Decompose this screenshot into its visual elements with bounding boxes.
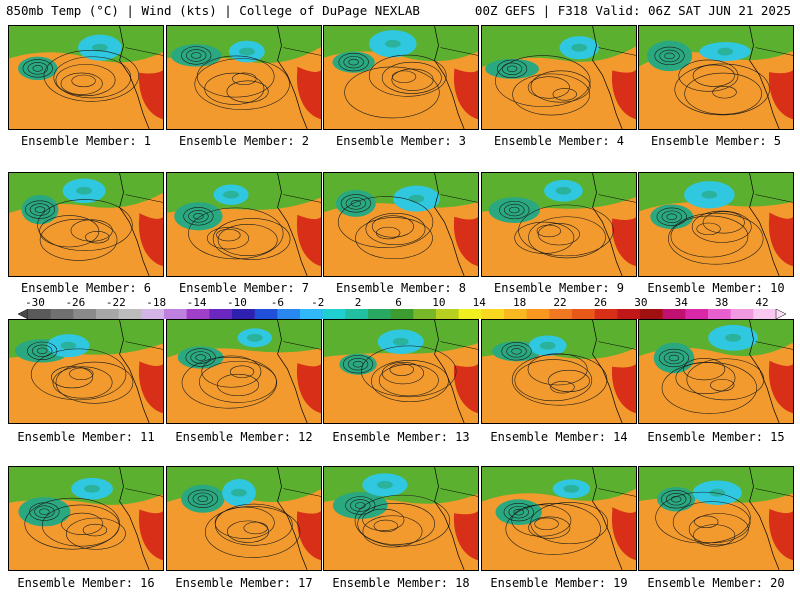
colorbar-bin xyxy=(186,309,210,319)
model-run-info: 00Z GEFS | F318 Valid: 06Z SAT JUN 21 20… xyxy=(474,3,791,18)
colorbar-bin xyxy=(209,309,233,319)
ensemble-member-map xyxy=(638,319,794,424)
ensemble-member-label: Ensemble Member: 10 xyxy=(647,281,785,295)
colorbar-bin xyxy=(572,309,596,319)
ensemble-member-map xyxy=(8,25,164,130)
colorbar-tick-label: -6 xyxy=(270,296,284,309)
ensemble-member-map xyxy=(323,466,479,571)
colorbar-bin xyxy=(322,309,346,319)
colorbar-bin xyxy=(28,309,52,319)
colorbar-bin xyxy=(617,309,641,319)
colorbar-tick-label: 34 xyxy=(674,296,688,309)
colorbar-bin xyxy=(368,309,392,319)
ensemble-member-label: Ensemble Member: 15 xyxy=(647,430,785,444)
colorbar-tick-label: -10 xyxy=(227,296,247,309)
ensemble-member-label: Ensemble Member: 19 xyxy=(490,576,628,590)
ensemble-member-map xyxy=(481,319,637,424)
ensemble-member-map xyxy=(8,466,164,571)
colorbar-bin xyxy=(50,309,74,319)
ensemble-member-label: Ensemble Member: 9 xyxy=(493,281,625,295)
ensemble-member-map xyxy=(323,319,479,424)
colorbar-bin xyxy=(141,309,165,319)
colorbar-bin xyxy=(96,309,120,319)
colorbar-bin xyxy=(300,309,324,319)
colorbar-min-arrow xyxy=(18,309,29,319)
colorbar-bin xyxy=(594,309,618,319)
colorbar-bin xyxy=(277,309,301,319)
ensemble-member-label: Ensemble Member: 14 xyxy=(490,430,628,444)
ensemble-member-map xyxy=(166,319,322,424)
ensemble-member-map xyxy=(8,319,164,424)
colorbar-tick-label: -30 xyxy=(25,296,45,309)
colorbar-tick-label: 38 xyxy=(714,296,729,309)
ensemble-member-label: Ensemble Member: 12 xyxy=(175,430,313,444)
colorbar-bin xyxy=(662,309,686,319)
ensemble-member-label: Ensemble Member: 2 xyxy=(178,134,310,148)
ensemble-member-label: Ensemble Member: 5 xyxy=(650,134,782,148)
ensemble-member-map xyxy=(323,25,479,130)
colorbar-bin xyxy=(504,309,528,319)
colorbar-tick-label: 42 xyxy=(755,296,769,309)
ensemble-member-label: Ensemble Member: 13 xyxy=(332,430,470,444)
colorbar-tick-label: 22 xyxy=(553,296,567,309)
colorbar-bin xyxy=(549,309,573,319)
ensemble-member-label: Ensemble Member: 1 xyxy=(20,134,152,148)
colorbar-bin xyxy=(640,309,664,319)
ensemble-member-label: Ensemble Member: 18 xyxy=(332,576,470,590)
ensemble-member-map xyxy=(8,172,164,277)
colorbar-tick-label: -2 xyxy=(311,296,325,309)
ensemble-member-label: Ensemble Member: 7 xyxy=(178,281,310,295)
colorbar-bin xyxy=(730,309,754,319)
colorbar-bin xyxy=(526,309,550,319)
colorbar-bin xyxy=(345,309,369,319)
colorbar-bin xyxy=(436,309,460,319)
colorbar-bin xyxy=(164,309,188,319)
colorbar-tick-label: 26 xyxy=(593,296,608,309)
colorbar-tick-label: -22 xyxy=(105,296,126,309)
colorbar-tick-label: 2 xyxy=(354,296,362,309)
colorbar-bin xyxy=(413,309,437,319)
colorbar-bin xyxy=(232,309,256,319)
colorbar-bin xyxy=(685,309,709,319)
ensemble-member-label: Ensemble Member: 6 xyxy=(20,281,152,295)
colorbar-bin xyxy=(753,309,777,319)
ensemble-member-map xyxy=(166,466,322,571)
colorbar-tick-label: -26 xyxy=(65,296,86,309)
ensemble-member-map xyxy=(481,466,637,571)
ensemble-member-map xyxy=(166,172,322,277)
colorbar-tick-label: 30 xyxy=(634,296,648,309)
ensemble-member-label: Ensemble Member: 8 xyxy=(335,281,467,295)
colorbar-tick-label: -18 xyxy=(146,296,167,309)
ensemble-member-label: Ensemble Member: 4 xyxy=(493,134,625,148)
map-title: 850mb Temp (°C) | Wind (kts) | College o… xyxy=(6,3,420,18)
colorbar-tick-label: 6 xyxy=(395,296,402,309)
ensemble-member-map xyxy=(323,172,479,277)
colorbar-bin xyxy=(254,309,278,319)
ensemble-member-label: Ensemble Member: 17 xyxy=(175,576,313,590)
colorbar-tick-label: 18 xyxy=(513,296,527,309)
ensemble-member-map xyxy=(638,25,794,130)
ensemble-member-map xyxy=(638,172,794,277)
colorbar-tick-label: 10 xyxy=(432,296,446,309)
ensemble-member-map xyxy=(638,466,794,571)
temperature-colorbar xyxy=(18,309,786,319)
ensemble-member-label: Ensemble Member: 16 xyxy=(17,576,155,590)
colorbar-bin xyxy=(118,309,142,319)
colorbar-bin xyxy=(458,309,482,319)
ensemble-member-label: Ensemble Member: 3 xyxy=(335,134,467,148)
ensemble-member-map xyxy=(481,172,637,277)
colorbar-tick-label: -14 xyxy=(186,296,207,309)
ensemble-member-label: Ensemble Member: 20 xyxy=(647,576,785,590)
colorbar-tick-label: 14 xyxy=(472,296,486,309)
ensemble-member-label: Ensemble Member: 11 xyxy=(17,430,155,444)
colorbar-bin xyxy=(481,309,505,319)
colorbar-max-arrow xyxy=(775,309,786,319)
colorbar-bin xyxy=(708,309,732,319)
ensemble-member-map xyxy=(166,25,322,130)
ensemble-member-map xyxy=(481,25,637,130)
colorbar-bin xyxy=(73,309,97,319)
colorbar-bin xyxy=(390,309,414,319)
